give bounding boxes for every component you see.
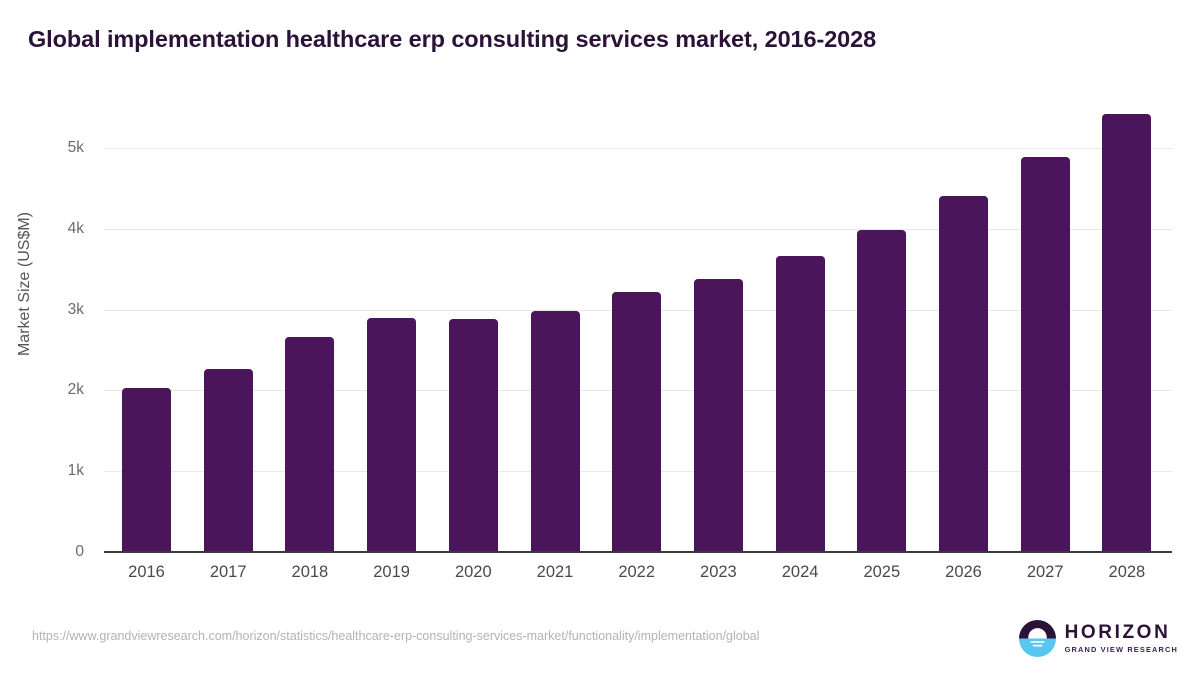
x-axis-tick-label: 2019 [373,563,410,581]
y-axis-tick-label: 5k [67,139,84,156]
y-axis-tick-label: 3k [67,300,84,318]
bar[interactable] [693,278,743,552]
x-axis-tick-label: 2016 [128,563,165,581]
bar[interactable] [122,387,171,552]
bar[interactable] [612,292,662,552]
x-axis-line [104,551,1172,553]
bar[interactable] [775,256,825,552]
logo-tagline: GRAND VIEW RESEARCH [1064,645,1178,655]
y-axis-tick-label: 2k [67,381,84,399]
x-axis-tick-label: 2023 [700,563,737,581]
gridline [104,228,1172,230]
bar[interactable] [367,317,417,552]
x-axis-tick-label: 2018 [291,563,329,581]
y-axis-tick-label: 0 [75,543,84,560]
bar[interactable] [1020,157,1070,552]
y-axis-tick-label: 4k [67,219,84,237]
plot-area [104,114,1172,553]
bar[interactable] [530,310,580,552]
y-axis-tick-label: 1k [67,462,84,480]
gridline [104,148,1172,149]
x-axis-tick-label: 2028 [1108,563,1146,581]
x-axis-tick-label: 2027 [1026,563,1064,581]
logo-wordmark: HORIZON [1064,622,1171,644]
x-axis-tick-label: 2024 [781,563,819,581]
bar[interactable] [857,229,907,552]
x-axis-tick-label: 2021 [536,563,574,581]
bar[interactable] [285,337,335,552]
bar[interactable] [203,369,253,552]
horizon-sunset-icon [1018,620,1056,657]
bar[interactable] [939,195,988,552]
logo-text: HORIZON GRAND VIEW RESEARCH [1065,623,1178,653]
x-axis-tick-label: 2026 [945,563,982,581]
bar[interactable] [448,318,498,552]
x-axis-tick-labels: 2016 2017 2018 2019 2020 2021 2022 2023 2024 2025… [104,563,1172,593]
x-axis-tick-label: 2025 [863,563,901,581]
bar[interactable] [1102,114,1152,552]
x-axis-tick-label: 2020 [454,563,492,581]
page-title: Global implementation healthcare erp con… [28,26,877,52]
x-axis-tick-label: 2022 [618,563,656,581]
horizon-logo[interactable]: HORIZON GRAND VIEW RESEARCH [1018,620,1178,657]
source-url[interactable]: https://www.grandviewresearch.com/horizo… [32,629,760,643]
x-axis-tick-label: 2017 [209,563,247,581]
y-axis-tick-labels: 0 1k 2k 3k 4k 5k [0,139,104,560]
